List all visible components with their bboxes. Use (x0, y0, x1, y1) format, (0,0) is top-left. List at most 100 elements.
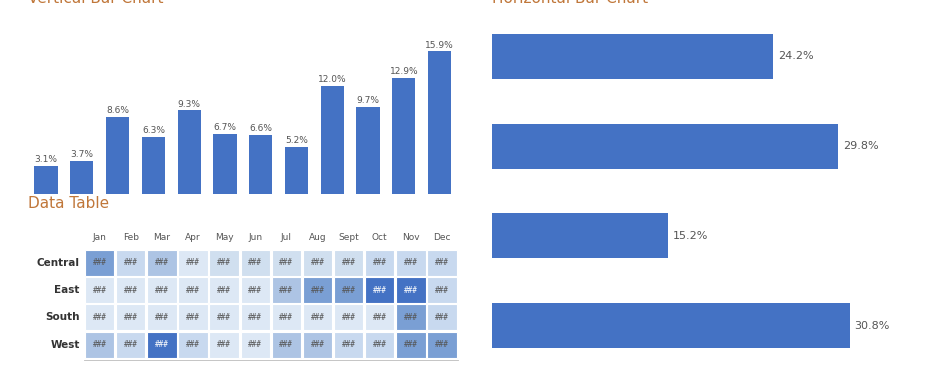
Bar (35, 166, 57, 194)
Text: ###: ### (186, 258, 200, 267)
Text: 6.7%: 6.7% (213, 123, 237, 132)
Text: Data Table: Data Table (28, 196, 109, 211)
Bar (321, 86, 344, 194)
Text: 29.8%: 29.8% (842, 141, 878, 151)
Text: ###: ### (279, 340, 293, 349)
Text: ###: ### (217, 340, 231, 349)
Text: Apr: Apr (185, 233, 201, 242)
Text: ###: ### (93, 258, 106, 267)
Text: ###: ### (435, 313, 449, 322)
Text: East: East (55, 285, 80, 295)
Text: Jan: Jan (93, 233, 106, 242)
Bar (116, 304, 146, 330)
Text: 15.9%: 15.9% (425, 40, 454, 50)
Bar (148, 304, 177, 330)
Bar (303, 332, 332, 358)
Text: ###: ### (279, 313, 293, 322)
Text: Nov: Nov (402, 233, 419, 242)
Bar (428, 332, 457, 358)
Bar (392, 78, 415, 194)
Text: South: South (45, 312, 80, 322)
Text: Vertical Bar Chart: Vertical Bar Chart (28, 0, 164, 6)
Bar (334, 250, 363, 276)
Text: Central: Central (37, 258, 80, 268)
Text: ###: ### (248, 286, 262, 295)
Text: ###: ### (373, 313, 386, 322)
Text: ###: ### (310, 340, 324, 349)
Bar (396, 250, 426, 276)
Bar (178, 110, 201, 194)
Text: 3.7%: 3.7% (70, 150, 93, 159)
Text: ###: ### (124, 258, 137, 267)
Bar (148, 277, 177, 303)
Text: Dec: Dec (433, 233, 450, 242)
Bar (303, 277, 332, 303)
Text: Aug: Aug (308, 233, 326, 242)
Text: ###: ### (186, 286, 200, 295)
Text: ###: ### (435, 258, 449, 267)
Bar (179, 304, 208, 330)
Text: ###: ### (279, 258, 293, 267)
Bar (213, 134, 237, 194)
Bar (116, 332, 146, 358)
Text: Mar: Mar (153, 233, 170, 242)
Bar (492, 124, 838, 168)
Bar (241, 332, 270, 358)
Bar (210, 304, 239, 330)
Text: ###: ### (404, 258, 417, 267)
Bar (396, 332, 426, 358)
Bar (85, 277, 115, 303)
Bar (396, 304, 426, 330)
Text: ###: ### (435, 340, 449, 349)
Bar (272, 332, 301, 358)
Bar (142, 137, 165, 194)
Bar (365, 304, 395, 330)
Bar (428, 277, 457, 303)
Bar (85, 304, 115, 330)
Text: ###: ### (341, 340, 355, 349)
Text: 12.0%: 12.0% (318, 75, 347, 84)
Text: 9.3%: 9.3% (178, 100, 201, 108)
Text: ###: ### (155, 340, 169, 349)
Text: May: May (214, 233, 233, 242)
Bar (428, 250, 457, 276)
Bar (241, 250, 270, 276)
Text: ###: ### (404, 286, 417, 295)
Text: ###: ### (404, 313, 417, 322)
Text: ###: ### (124, 313, 137, 322)
Bar (106, 117, 130, 194)
Text: 6.6%: 6.6% (249, 124, 273, 133)
Bar (334, 304, 363, 330)
Bar (210, 250, 239, 276)
Bar (272, 277, 301, 303)
Text: Oct: Oct (372, 233, 387, 242)
Bar (179, 277, 208, 303)
Text: ###: ### (404, 340, 417, 349)
Bar (365, 332, 395, 358)
Bar (356, 107, 380, 194)
Text: ###: ### (248, 340, 262, 349)
Text: Sept: Sept (338, 233, 359, 242)
Text: ###: ### (373, 286, 386, 295)
Text: ###: ### (373, 258, 386, 267)
Text: ###: ### (217, 258, 231, 267)
Bar (116, 277, 146, 303)
Text: 5.2%: 5.2% (285, 136, 308, 145)
Bar (303, 304, 332, 330)
Bar (285, 147, 308, 194)
Text: ###: ### (186, 313, 200, 322)
Bar (492, 303, 850, 348)
Bar (303, 250, 332, 276)
Text: 30.8%: 30.8% (854, 320, 889, 331)
Bar (334, 277, 363, 303)
Text: 12.9%: 12.9% (389, 67, 418, 76)
Text: ###: ### (124, 340, 137, 349)
Text: ###: ### (155, 313, 169, 322)
Text: ###: ### (248, 258, 262, 267)
Text: ###: ### (217, 313, 231, 322)
Bar (272, 304, 301, 330)
Bar (428, 304, 457, 330)
Bar (85, 332, 115, 358)
Bar (396, 277, 426, 303)
Bar (148, 250, 177, 276)
